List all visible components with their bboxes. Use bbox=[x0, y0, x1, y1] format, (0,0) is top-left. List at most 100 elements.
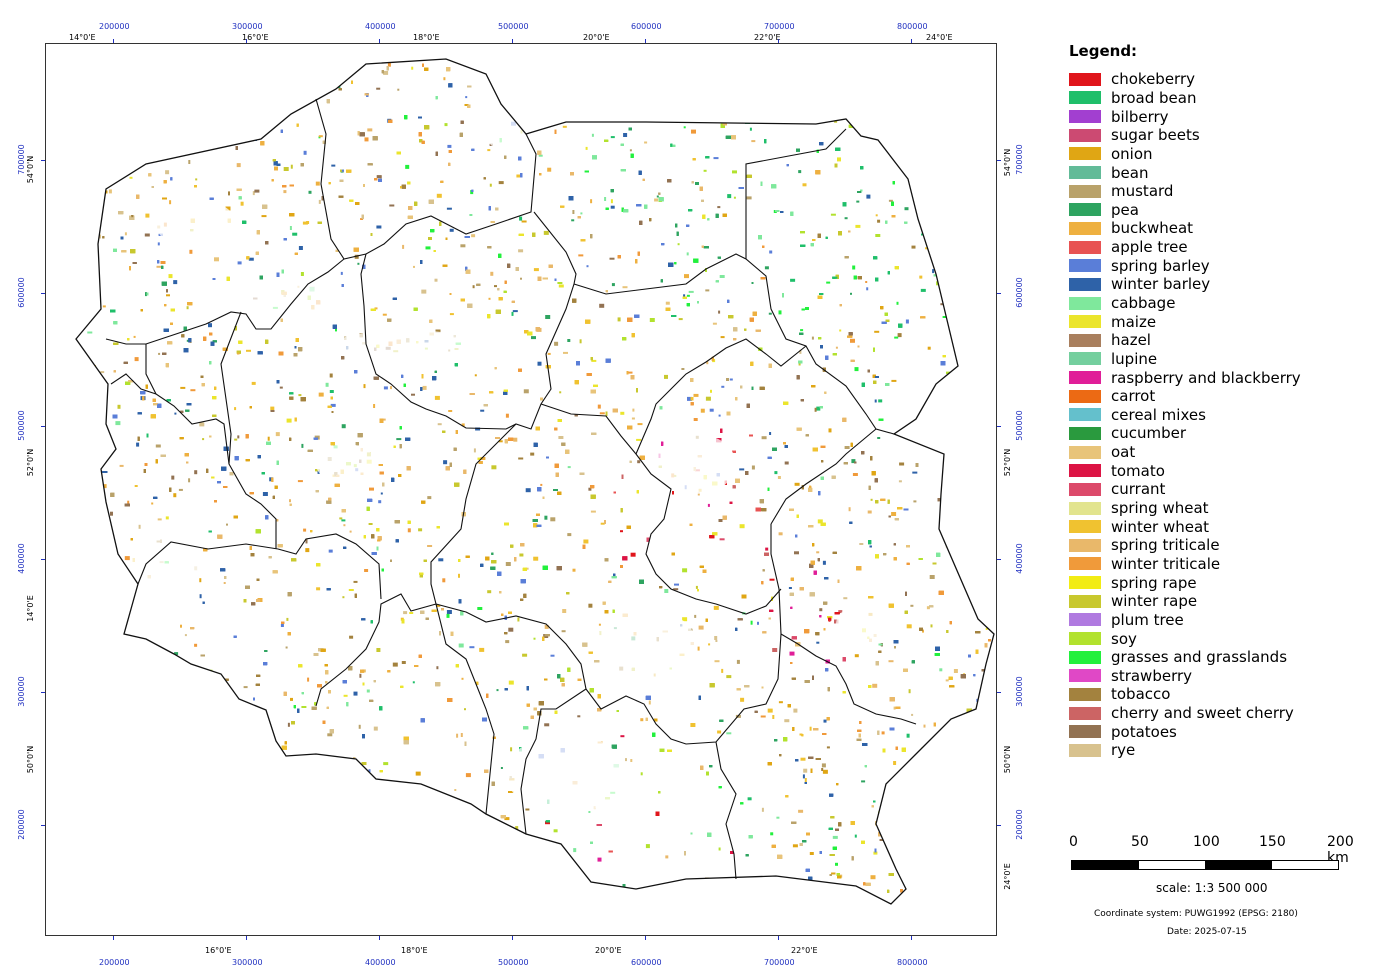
province-border bbox=[360, 211, 577, 430]
non-crop-area bbox=[131, 534, 201, 594]
grid-label-right: 300000 bbox=[1014, 676, 1024, 707]
non-crop-area bbox=[156, 199, 236, 249]
scale-segment bbox=[1271, 861, 1338, 869]
legend-item: tomato bbox=[1069, 461, 1301, 480]
grid-label-right: 24°0'E bbox=[1002, 863, 1012, 890]
legend-label: winter barley bbox=[1111, 275, 1211, 294]
grid-label-top: 20°0'E bbox=[583, 33, 610, 42]
grid-tick bbox=[41, 692, 45, 693]
legend-swatch bbox=[1069, 669, 1101, 683]
legend-swatch bbox=[1069, 333, 1101, 347]
legend-label: pea bbox=[1111, 200, 1139, 219]
grid-tick bbox=[997, 426, 1001, 427]
non-crop-area bbox=[211, 281, 331, 317]
scale-tick-50: 50 bbox=[1131, 834, 1149, 850]
grid-tick bbox=[41, 559, 45, 560]
grid-label-top: 500000 bbox=[498, 22, 529, 31]
legend-swatch bbox=[1069, 389, 1101, 403]
grid-tick bbox=[41, 426, 45, 427]
grid-tick bbox=[41, 293, 45, 294]
grid-label-left: 54°0'N bbox=[26, 155, 36, 184]
province-border bbox=[635, 338, 807, 455]
legend: Legend: chokeberry broad bean bilberry suga… bbox=[1069, 42, 1301, 760]
legend-label: broad bean bbox=[1111, 88, 1197, 107]
scale-segment bbox=[1072, 861, 1139, 869]
grid-label-left: 200000 bbox=[16, 809, 26, 840]
legend-label: rye bbox=[1111, 741, 1136, 760]
crop-map[interactable] bbox=[46, 44, 997, 936]
province-border bbox=[745, 128, 847, 259]
legend-swatch bbox=[1069, 203, 1101, 217]
legend-swatch bbox=[1069, 613, 1101, 627]
legend-swatch bbox=[1069, 240, 1101, 254]
map-frame[interactable] bbox=[45, 43, 997, 936]
province-border bbox=[110, 373, 157, 395]
grid-tick bbox=[379, 39, 380, 43]
legend-item: spring barley bbox=[1069, 256, 1301, 275]
legend-item: bilberry bbox=[1069, 107, 1301, 126]
legend-swatch bbox=[1069, 166, 1101, 180]
province-border bbox=[540, 403, 782, 615]
grid-label-top: 18°0'E bbox=[413, 33, 440, 42]
legend-swatch bbox=[1069, 445, 1101, 459]
legend-item: lupine bbox=[1069, 350, 1301, 369]
legend-label: raspberry and blackberry bbox=[1111, 368, 1301, 387]
province-border bbox=[137, 541, 279, 585]
legend-swatch bbox=[1069, 501, 1101, 515]
grid-label-left: 50°0'N bbox=[26, 745, 36, 774]
legend-swatch bbox=[1069, 594, 1101, 608]
grid-label-bottom: 200000 bbox=[99, 958, 130, 967]
legend-label: winter rape bbox=[1111, 592, 1198, 611]
legend-item: buckwheat bbox=[1069, 219, 1301, 238]
scale-bar: 0 50 100 150 200 km bbox=[1069, 832, 1375, 912]
scale-tick-100: 100 bbox=[1193, 834, 1220, 850]
legend-swatch bbox=[1069, 408, 1101, 422]
grid-tick bbox=[778, 39, 779, 43]
legend-item: potatoes bbox=[1069, 722, 1301, 741]
grid-tick bbox=[512, 39, 513, 43]
grid-label-left: 52°0'N bbox=[26, 448, 36, 477]
legend-swatch bbox=[1069, 147, 1101, 161]
legend-item: pea bbox=[1069, 200, 1301, 219]
legend-label: grasses and grasslands bbox=[1111, 648, 1288, 667]
map-date: Date: 2025-07-15 bbox=[1167, 927, 1247, 937]
legend-label: spring rape bbox=[1111, 573, 1197, 592]
non-crop-area bbox=[316, 444, 376, 484]
grid-label-left: 500000 bbox=[16, 410, 26, 441]
legend-item: raspberry and blackberry bbox=[1069, 368, 1301, 387]
legend-label: winter triticale bbox=[1111, 554, 1221, 573]
legend-swatch bbox=[1069, 464, 1101, 478]
legend-item: hazel bbox=[1069, 331, 1301, 350]
province-border bbox=[520, 688, 587, 835]
legend-swatch bbox=[1069, 426, 1101, 440]
legend-item: spring triticale bbox=[1069, 536, 1301, 555]
province-border bbox=[780, 633, 917, 725]
grid-label-top: 24°0'E bbox=[926, 33, 953, 42]
grid-label-top: 700000 bbox=[764, 22, 795, 31]
scale-tick-150: 150 bbox=[1259, 834, 1286, 850]
grid-label-right: 500000 bbox=[1014, 410, 1024, 441]
legend-swatch bbox=[1069, 650, 1101, 664]
grid-tick bbox=[246, 936, 247, 940]
legend-swatch bbox=[1069, 221, 1101, 235]
legend-label: maize bbox=[1111, 312, 1157, 331]
non-crop-area bbox=[596, 609, 696, 679]
legend-items: chokeberry broad bean bilberry sugar beets o… bbox=[1069, 70, 1301, 760]
province-border bbox=[715, 741, 737, 880]
legend-swatch bbox=[1069, 72, 1101, 86]
legend-swatch bbox=[1069, 632, 1101, 646]
legend-swatch bbox=[1069, 576, 1101, 590]
grid-label-left: 700000 bbox=[16, 144, 26, 175]
grid-label-bottom: 300000 bbox=[232, 958, 263, 967]
grid-tick bbox=[997, 559, 1001, 560]
grid-label-bottom: 600000 bbox=[631, 958, 662, 967]
province-border bbox=[315, 98, 537, 260]
province-border bbox=[770, 428, 877, 525]
legend-swatch bbox=[1069, 296, 1101, 310]
grid-label-right: 200000 bbox=[1014, 809, 1024, 840]
legend-item: spring wheat bbox=[1069, 499, 1301, 518]
non-crop-area bbox=[506, 734, 626, 814]
grid-label-bottom: 18°0'E bbox=[401, 946, 428, 955]
grid-label-bottom: 700000 bbox=[764, 958, 795, 967]
legend-item: broad bean bbox=[1069, 89, 1301, 108]
